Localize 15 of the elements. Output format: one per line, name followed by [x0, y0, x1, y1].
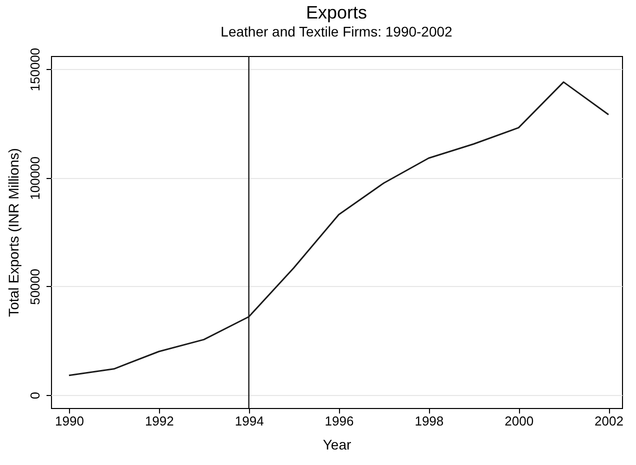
x-tick-label: 1996 [324, 414, 354, 428]
x-tick-label: 2002 [594, 414, 624, 428]
x-tick-label: 1998 [414, 414, 444, 428]
chart-subtitle: Leather and Textile Firms: 1990-2002 [220, 23, 453, 40]
y-tick-label: 100000 [28, 156, 42, 200]
y-tick-label: 150000 [28, 48, 42, 92]
chart-title: Exports [306, 2, 368, 22]
x-tick-label: 2000 [504, 414, 534, 428]
x-tick-label: 1992 [144, 414, 174, 428]
y-axis-title: Total Exports (INR Millions) [6, 148, 22, 317]
x-tick-label: 1994 [234, 414, 264, 428]
x-axis-title: Year [322, 436, 352, 452]
y-tick-label: 0 [28, 392, 42, 400]
y-tick-label: 50000 [28, 268, 42, 305]
x-tick-label: 1990 [55, 414, 84, 428]
